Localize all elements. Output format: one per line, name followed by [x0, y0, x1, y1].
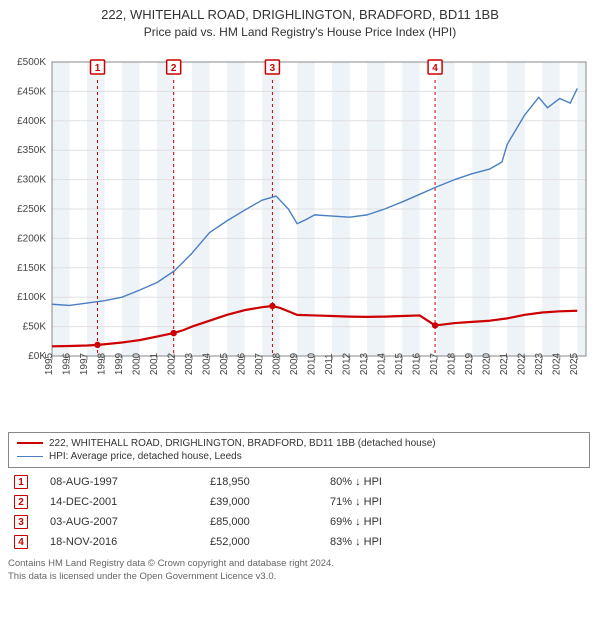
svg-text:2024: 2024	[552, 352, 563, 375]
svg-text:2021: 2021	[499, 352, 510, 375]
svg-text:2012: 2012	[342, 352, 353, 375]
tx-price: £85,000	[204, 512, 324, 532]
legend-label: 222, WHITEHALL ROAD, DRIGHLINGTON, BRADF…	[49, 438, 436, 449]
tx-delta: 69% ↓ HPI	[324, 512, 590, 532]
svg-text:1996: 1996	[62, 352, 73, 375]
title-line-2: Price paid vs. HM Land Registry's House …	[6, 24, 594, 40]
svg-text:2004: 2004	[202, 352, 213, 375]
svg-text:£100K: £100K	[17, 292, 46, 303]
svg-text:1995: 1995	[44, 352, 55, 375]
svg-text:2007: 2007	[254, 352, 265, 375]
svg-text:£150K: £150K	[17, 263, 46, 274]
svg-text:£50K: £50K	[23, 321, 47, 332]
svg-text:2008: 2008	[272, 352, 283, 375]
svg-text:£200K: £200K	[17, 233, 46, 244]
tx-delta: 83% ↓ HPI	[324, 532, 590, 552]
svg-text:£400K: £400K	[17, 116, 46, 127]
chart-title: 222, WHITEHALL ROAD, DRIGHLINGTON, BRADF…	[6, 6, 594, 40]
svg-text:2016: 2016	[412, 352, 423, 375]
svg-text:2001: 2001	[149, 352, 160, 375]
marker-badge: 2	[14, 495, 28, 509]
svg-text:2011: 2011	[324, 353, 335, 375]
footer-line-1: Contains HM Land Registry data © Crown c…	[8, 558, 592, 571]
svg-text:2014: 2014	[377, 352, 388, 375]
svg-text:2005: 2005	[219, 352, 230, 375]
legend-swatch	[17, 442, 43, 444]
legend-label: HPI: Average price, detached house, Leed…	[49, 451, 242, 462]
legend-item: 222, WHITEHALL ROAD, DRIGHLINGTON, BRADF…	[17, 437, 581, 450]
tx-price: £52,000	[204, 532, 324, 552]
chart-legend: 222, WHITEHALL ROAD, DRIGHLINGTON, BRADF…	[8, 432, 590, 468]
svg-text:2017: 2017	[429, 352, 440, 375]
svg-text:£250K: £250K	[17, 204, 46, 215]
svg-text:£500K: £500K	[17, 57, 46, 68]
price-chart: £0K£50K£100K£150K£200K£250K£300K£350K£40…	[6, 44, 592, 424]
tx-price: £39,000	[204, 492, 324, 512]
marker-badge: 3	[14, 515, 28, 529]
tx-delta: 80% ↓ HPI	[324, 472, 590, 492]
tx-delta: 71% ↓ HPI	[324, 492, 590, 512]
svg-text:2006: 2006	[237, 352, 248, 375]
tx-price: £18,950	[204, 472, 324, 492]
tx-date: 08-AUG-1997	[44, 472, 204, 492]
svg-text:£300K: £300K	[17, 174, 46, 185]
svg-text:1998: 1998	[97, 352, 108, 375]
svg-text:2003: 2003	[184, 352, 195, 375]
table-row: 2 14-DEC-2001£39,00071% ↓ HPI	[8, 492, 590, 512]
svg-text:2022: 2022	[517, 352, 528, 375]
tx-date: 14-DEC-2001	[44, 492, 204, 512]
legend-swatch	[17, 456, 43, 457]
svg-text:1: 1	[95, 63, 101, 74]
svg-text:4: 4	[432, 63, 438, 74]
svg-text:2000: 2000	[132, 352, 143, 375]
svg-text:2018: 2018	[447, 352, 458, 375]
svg-text:2023: 2023	[534, 352, 545, 375]
svg-text:2010: 2010	[307, 352, 318, 375]
marker-badge: 4	[14, 535, 28, 549]
svg-text:1999: 1999	[114, 352, 125, 375]
legend-item: HPI: Average price, detached house, Leed…	[17, 450, 581, 463]
svg-text:2009: 2009	[289, 352, 300, 375]
footer-attribution: Contains HM Land Registry data © Crown c…	[8, 558, 592, 584]
table-row: 3 03-AUG-2007£85,00069% ↓ HPI	[8, 512, 590, 532]
svg-text:3: 3	[270, 63, 276, 74]
marker-badge: 1	[14, 475, 28, 489]
title-line-1: 222, WHITEHALL ROAD, DRIGHLINGTON, BRADF…	[6, 6, 594, 24]
tx-date: 18-NOV-2016	[44, 532, 204, 552]
svg-text:2025: 2025	[569, 352, 580, 375]
svg-text:2013: 2013	[359, 352, 370, 375]
svg-text:£350K: £350K	[17, 145, 46, 156]
table-row: 1 08-AUG-1997£18,95080% ↓ HPI	[8, 472, 590, 492]
svg-text:2002: 2002	[167, 352, 178, 375]
svg-text:£450K: £450K	[17, 86, 46, 97]
tx-date: 03-AUG-2007	[44, 512, 204, 532]
table-row: 4 18-NOV-2016£52,00083% ↓ HPI	[8, 532, 590, 552]
svg-text:1997: 1997	[79, 352, 90, 375]
svg-text:2015: 2015	[394, 352, 405, 375]
svg-text:2019: 2019	[464, 352, 475, 375]
svg-text:2: 2	[171, 63, 177, 74]
transactions-table: 1 08-AUG-1997£18,95080% ↓ HPI 2 14-DEC-2001…	[8, 472, 590, 552]
footer-line-2: This data is licensed under the Open Gov…	[8, 571, 592, 584]
svg-text:2020: 2020	[482, 352, 493, 375]
